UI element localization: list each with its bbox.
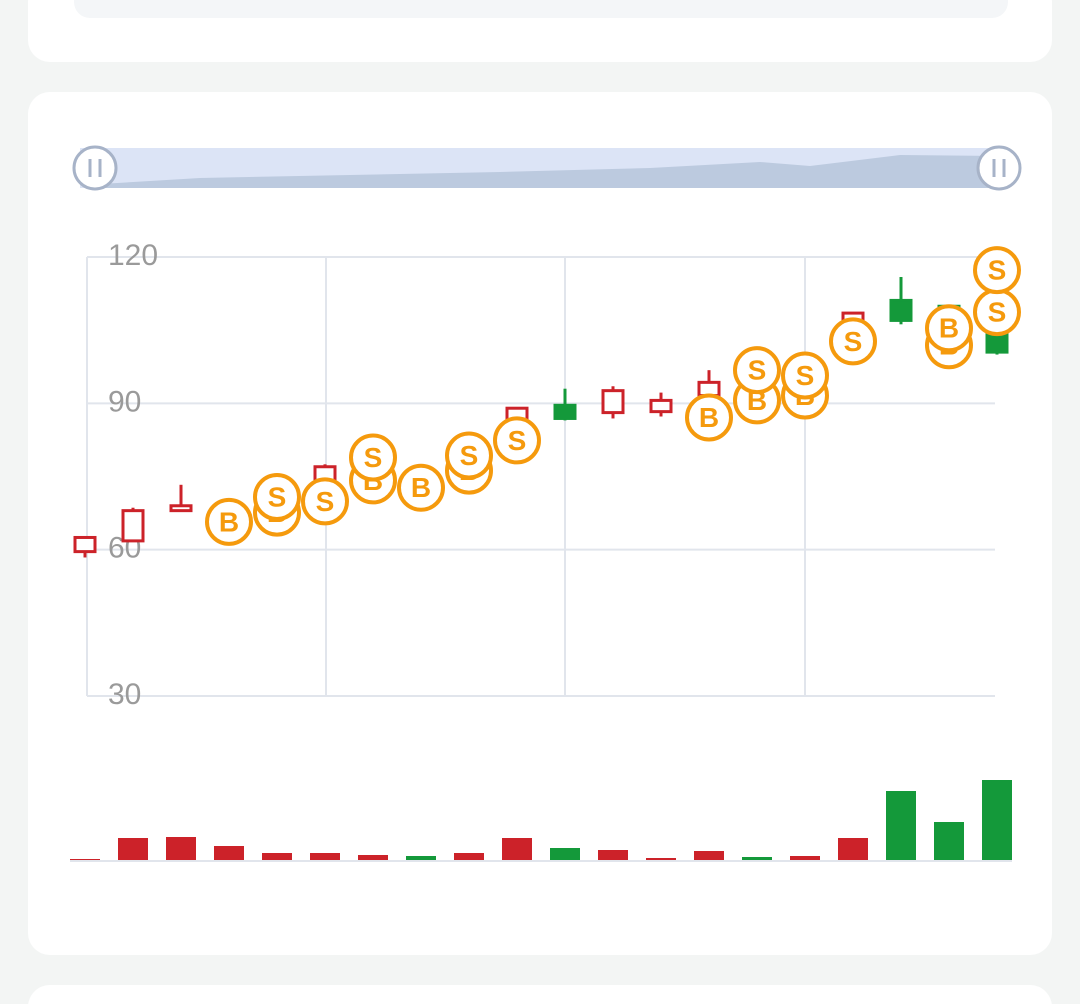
trade-marker xyxy=(205,497,253,546)
candle-body xyxy=(889,298,913,322)
trade-marker xyxy=(781,351,829,400)
trade-marker xyxy=(253,472,301,521)
trade-marker-label: B xyxy=(939,313,959,344)
trade-marker-label: S xyxy=(508,425,527,456)
candle-body xyxy=(73,535,97,554)
volume-bar xyxy=(118,838,148,860)
candle-body xyxy=(553,403,577,420)
volume-bar xyxy=(310,853,340,860)
trade-marker xyxy=(397,463,445,512)
zoom-handle[interactable] xyxy=(72,145,118,191)
volume-bar xyxy=(406,856,436,860)
trade-marker-label: B xyxy=(219,506,239,537)
trade-marker xyxy=(445,431,493,480)
bottom-card xyxy=(28,985,1052,1004)
volume-bar xyxy=(358,855,388,860)
volume-bar xyxy=(934,822,964,860)
volume-bar xyxy=(886,791,916,860)
volume-bar xyxy=(166,837,196,860)
trade-marker-label: S xyxy=(268,481,287,512)
trade-marker-label: B xyxy=(699,402,719,433)
trade-marker-label: S xyxy=(988,297,1007,328)
trade-marker-label: S xyxy=(748,355,767,386)
trade-marker-label: B xyxy=(411,472,431,503)
trade-marker-label: S xyxy=(316,486,335,517)
candle-body xyxy=(601,389,625,415)
trade-marker-label: S xyxy=(844,326,863,357)
trade-marker-label: S xyxy=(364,442,383,473)
top-card-inner xyxy=(74,0,1008,18)
volume-bar xyxy=(502,838,532,860)
y-tick-label: 90 xyxy=(108,385,141,418)
volume-bar xyxy=(598,850,628,860)
volume-bar xyxy=(214,846,244,860)
trade-marker-label: S xyxy=(796,360,815,391)
chart-card xyxy=(28,92,1052,955)
zoom-handle[interactable] xyxy=(976,145,1022,191)
trade-marker xyxy=(349,433,397,482)
trade-marker xyxy=(829,317,877,366)
trade-marker xyxy=(685,393,733,442)
volume-bar xyxy=(70,859,100,860)
volume-bar xyxy=(982,780,1012,860)
y-tick-label: 30 xyxy=(108,678,141,711)
trade-marker xyxy=(301,477,349,526)
candle-body xyxy=(169,504,193,513)
volume-bar xyxy=(454,853,484,860)
volume-bar xyxy=(838,838,868,860)
trade-marker xyxy=(973,246,1021,295)
trade-marker-label: S xyxy=(988,255,1007,286)
volume-bar xyxy=(694,851,724,860)
volume-bar xyxy=(742,857,772,860)
candle-body xyxy=(121,509,145,543)
volume-bar xyxy=(646,858,676,860)
volume-bar xyxy=(262,853,292,860)
volume-bar xyxy=(550,848,580,860)
trade-marker xyxy=(493,416,541,465)
volume-bar xyxy=(790,856,820,860)
zoom-preview xyxy=(100,155,1000,188)
trade-marker-label: S xyxy=(460,440,479,471)
candle-body xyxy=(649,398,673,414)
y-tick-label: 120 xyxy=(108,239,158,272)
trade-marker xyxy=(925,304,973,353)
trade-marker xyxy=(733,346,781,395)
